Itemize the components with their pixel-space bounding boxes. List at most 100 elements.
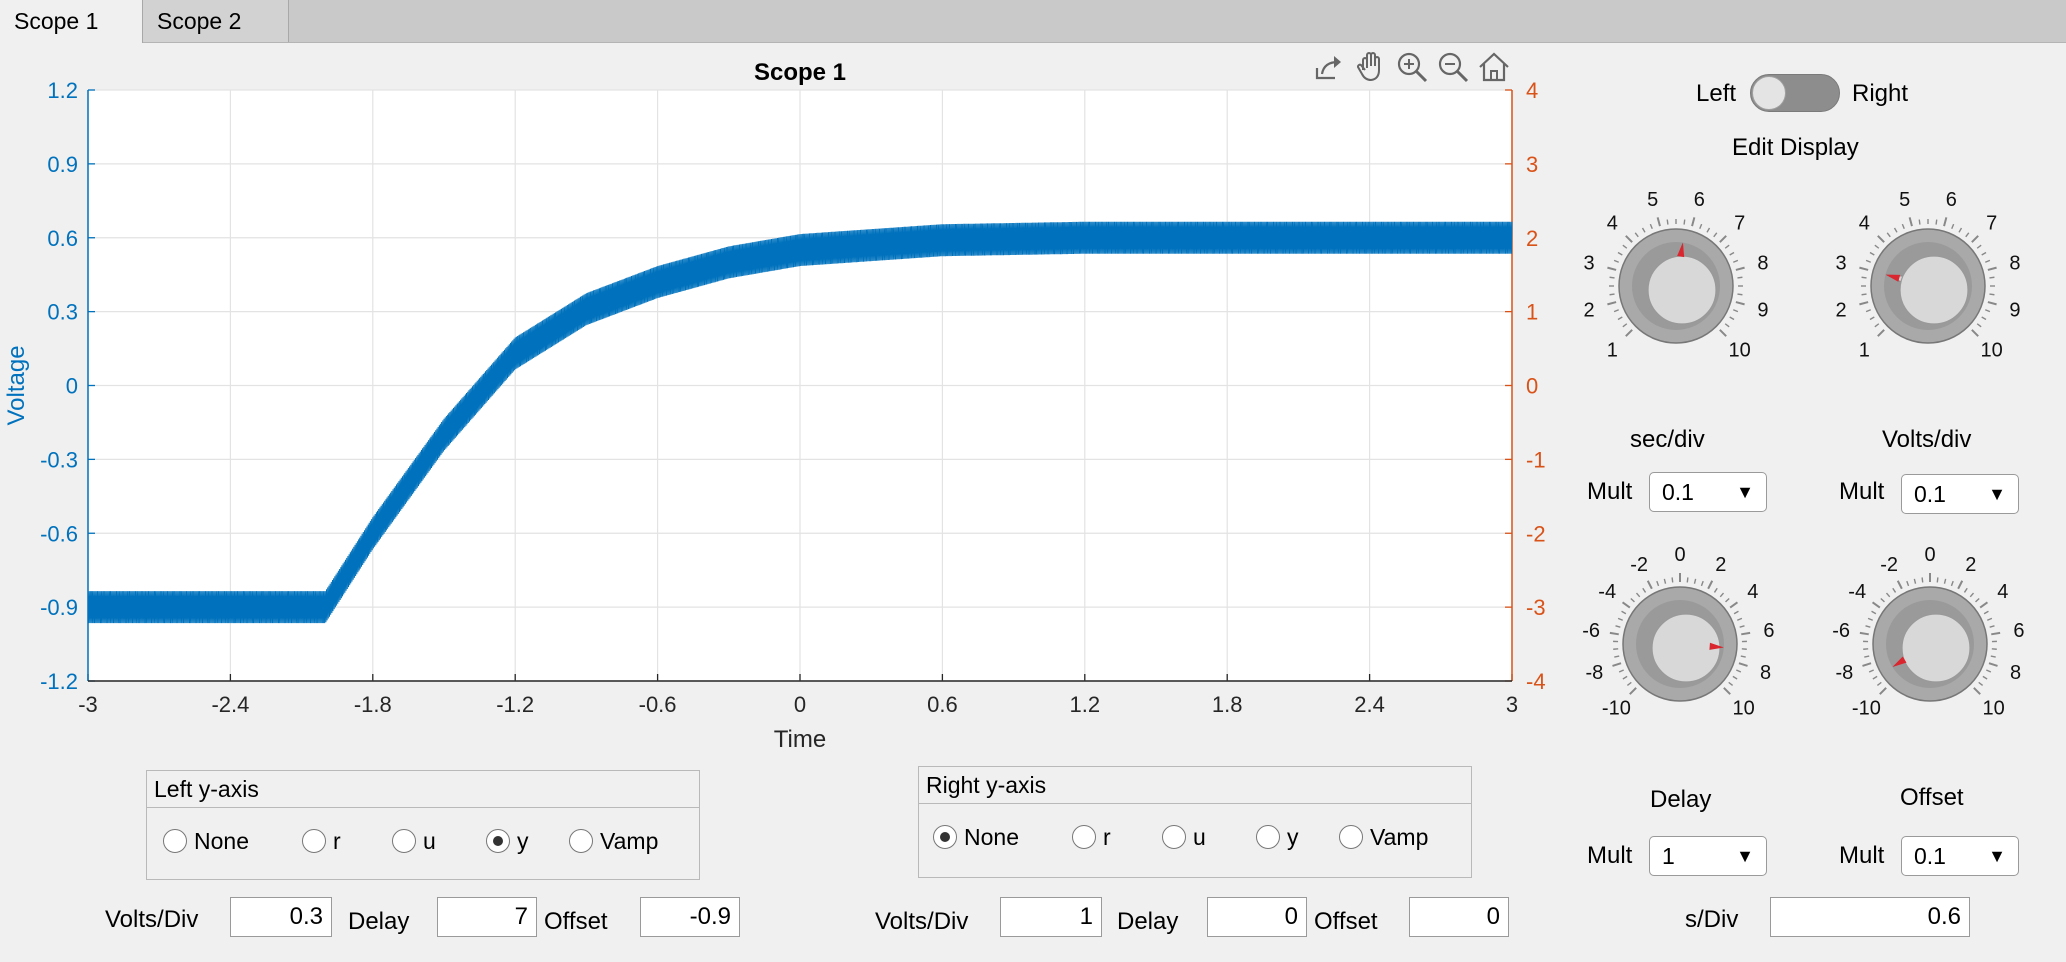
knob-tick xyxy=(1864,655,1870,658)
volts-mult-dropdown[interactable]: 0.1 ▼ xyxy=(1901,474,2019,514)
knob-tick xyxy=(1985,309,1991,313)
y2-tick-label: -2 xyxy=(1526,521,1546,546)
knob-scale-label: 5 xyxy=(1647,189,1658,211)
knob-tick xyxy=(1609,276,1615,279)
radio-circle-selected[interactable] xyxy=(933,824,957,849)
knob-tick xyxy=(1728,681,1734,687)
knob-tick xyxy=(1991,631,2001,636)
knob-tick xyxy=(1950,580,1954,587)
knob-tick xyxy=(1713,232,1718,238)
knob-tick xyxy=(1699,223,1703,229)
radio-circle[interactable] xyxy=(1162,824,1186,849)
knob-tick xyxy=(1951,223,1955,229)
sec-mult-dropdown[interactable]: 0.1 ▼ xyxy=(1649,472,1767,512)
knob-tick xyxy=(1617,316,1623,321)
x-tick-label: 0.6 xyxy=(927,692,958,717)
offset-mult-label: Mult xyxy=(1839,842,1885,869)
knob-tick xyxy=(1892,587,1897,593)
right-radio-vamp[interactable]: Vamp xyxy=(1339,822,1428,852)
radio-circle[interactable] xyxy=(392,828,416,853)
left-radio-y[interactable]: y xyxy=(486,826,529,856)
sdiv-label: s/Div xyxy=(1685,906,1739,933)
knob-tick xyxy=(1707,580,1714,590)
right-radio-none[interactable]: None xyxy=(933,822,1019,852)
offset-mult-dropdown[interactable]: 0.1 ▼ xyxy=(1901,836,2019,876)
left-volts-div-field[interactable]: 0.3 xyxy=(230,897,332,937)
right-radio-y[interactable]: y xyxy=(1256,822,1299,852)
right-radio-r[interactable]: r xyxy=(1072,822,1111,852)
right-volts-div-label: Volts/Div xyxy=(875,908,969,935)
offset-knob[interactable]: -10 -8 -6 -4 -2 0 246 810 xyxy=(1812,540,2052,740)
delay-knob[interactable]: -10 -8 -6 -4 -2 0 246 810 xyxy=(1560,540,1800,740)
knob-tick xyxy=(1630,598,1635,603)
x-tick-label: -3 xyxy=(78,692,98,717)
knob-scale-label: 8 xyxy=(1760,662,1771,684)
knob-tick xyxy=(1622,323,1628,328)
export-icon[interactable] xyxy=(1313,50,1347,84)
knob-tick xyxy=(1876,681,1882,687)
y2-tick-label: 0 xyxy=(1526,374,1538,399)
knob-tick xyxy=(1629,687,1637,695)
knob-tick xyxy=(1987,266,1997,271)
radio-circle[interactable] xyxy=(163,828,187,853)
knob-tick xyxy=(1874,244,1880,249)
delay-mult-dropdown[interactable]: 1 ▼ xyxy=(1649,836,1767,876)
y-tick-label: -0.6 xyxy=(40,521,78,546)
left-delay-field[interactable]: 7 xyxy=(437,897,537,937)
x-tick-label: 1.2 xyxy=(1070,692,1101,717)
knob-tick xyxy=(1729,316,1735,321)
tab-scope-1[interactable]: Scope 1 xyxy=(0,0,143,43)
left-volts-div-label: Volts/Div xyxy=(105,906,199,933)
knob-tick xyxy=(1719,329,1727,337)
left-radio-r[interactable]: r xyxy=(302,826,341,856)
radio-circle[interactable] xyxy=(1072,824,1096,849)
left-radio-vamp[interactable]: Vamp xyxy=(569,826,658,856)
right-delay-field[interactable]: 0 xyxy=(1207,897,1307,937)
knob-tick xyxy=(1713,587,1718,593)
knob-scale-label: 6 xyxy=(1946,189,1957,211)
knob-tick xyxy=(1666,219,1669,225)
sec-div-label: sec/div xyxy=(1630,426,1705,453)
knob-tick xyxy=(1990,655,1996,658)
right-volts-div-field[interactable]: 1 xyxy=(1000,897,1102,937)
knob-tick xyxy=(1913,578,1917,584)
left-right-toggle[interactable] xyxy=(1750,74,1840,112)
knob-tick xyxy=(1649,223,1653,229)
chevron-down-icon: ▼ xyxy=(1988,484,2006,504)
toggle-thumb[interactable] xyxy=(1752,76,1786,110)
knob-tick xyxy=(1979,601,1989,609)
knob-tick xyxy=(1987,301,1997,306)
knob-cap xyxy=(1647,255,1717,325)
knob-tick xyxy=(1973,687,1981,695)
pan-hand-icon[interactable] xyxy=(1354,50,1388,84)
volts-div-label: Volts/div xyxy=(1882,426,1972,453)
left-radio-none[interactable]: None xyxy=(163,826,249,856)
scope-chart[interactable]: -3 -2.4 -1.8 -1.2 -0.6 0 0.6 1.2 1.8 2.4 3 1.2 0.9 0.… xyxy=(0,44,1560,764)
knob-tick xyxy=(1978,681,1984,687)
knob-scale-label: 4 xyxy=(1747,581,1758,603)
radio-circle[interactable] xyxy=(302,828,326,853)
knob-tick xyxy=(1729,251,1735,256)
knob-tick xyxy=(1622,244,1628,249)
zoom-in-icon[interactable] xyxy=(1395,50,1429,84)
y2-tick-label: -1 xyxy=(1526,447,1546,472)
right-offset-field[interactable]: 0 xyxy=(1409,897,1509,937)
radio-circle-selected[interactable] xyxy=(486,828,510,853)
left-radio-u[interactable]: u xyxy=(392,826,436,856)
radio-circle[interactable] xyxy=(1256,824,1280,849)
zoom-out-icon[interactable] xyxy=(1436,50,1470,84)
knob-indicator xyxy=(1892,656,1907,667)
radio-circle[interactable] xyxy=(1339,824,1363,849)
y2-tick-label: -3 xyxy=(1526,595,1546,620)
tab-scope-2[interactable]: Scope 2 xyxy=(143,0,289,42)
sdiv-field[interactable]: 0.6 xyxy=(1770,897,1970,937)
knob-tick xyxy=(1656,580,1660,587)
left-offset-field[interactable]: -0.9 xyxy=(640,897,740,937)
knob-tick xyxy=(1861,293,1867,296)
radio-circle[interactable] xyxy=(569,828,593,853)
knob-tick xyxy=(1686,577,1689,583)
right-radio-u[interactable]: u xyxy=(1162,822,1206,852)
home-icon[interactable] xyxy=(1477,50,1511,84)
